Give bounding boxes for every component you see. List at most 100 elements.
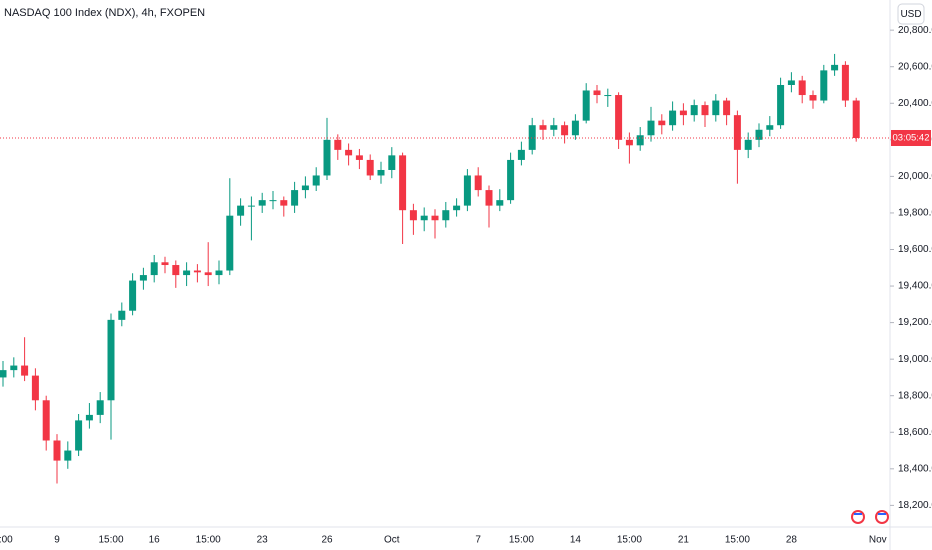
x-tick-label: 15:00: [98, 535, 123, 546]
candle-body: [107, 319, 115, 401]
candle-body: [831, 64, 839, 71]
candle-body: [150, 262, 158, 276]
y-tick-label: 20,400.0: [898, 98, 932, 109]
candle-body: [431, 215, 439, 221]
currency-label[interactable]: USD: [900, 9, 921, 20]
candle-body: [388, 155, 396, 170]
candle-body: [280, 200, 288, 206]
candle-body: [507, 159, 515, 201]
x-tick-label: 5:00: [0, 535, 13, 546]
countdown-label: 03:05:42: [893, 133, 930, 144]
candle-body: [0, 370, 7, 378]
x-tick-label: 26: [321, 535, 333, 546]
y-tick-label: 18,200.0: [898, 500, 932, 511]
candle-body: [496, 200, 504, 206]
candle-body: [658, 120, 666, 126]
x-tick-label: 7: [475, 535, 481, 546]
candle-body: [561, 125, 569, 136]
candle-body: [53, 440, 61, 461]
candle-body: [550, 125, 558, 130]
candle-body: [604, 95, 612, 97]
candle-body: [636, 135, 644, 146]
candle-body: [96, 400, 104, 415]
candle-body: [409, 210, 417, 221]
x-tick-label: 15:00: [196, 535, 221, 546]
candle-body: [755, 129, 763, 140]
candle-body: [301, 185, 309, 191]
x-tick-label: 16: [149, 535, 161, 546]
y-tick-label: 20,000.0: [898, 171, 932, 182]
x-tick-label: 28: [786, 535, 798, 546]
candle-body: [777, 84, 785, 126]
candle-body: [139, 275, 147, 281]
candle-body: [366, 159, 374, 176]
candle-body: [712, 100, 720, 116]
candle-body: [420, 215, 428, 221]
candle-body: [798, 80, 806, 96]
candle-body: [172, 265, 180, 276]
candle-body: [118, 310, 126, 320]
candle-body: [215, 270, 223, 276]
y-tick-label: 19,800.0: [898, 208, 932, 219]
y-tick-label: 20,800.0: [898, 25, 932, 36]
x-tick-label: 21: [678, 535, 690, 546]
candle-body: [625, 139, 633, 146]
candle-body: [647, 120, 655, 136]
candle-body: [258, 200, 266, 206]
x-tick-label: Nov: [869, 535, 887, 546]
candle-body: [64, 450, 72, 461]
x-tick-label: 15:00: [725, 535, 750, 546]
candle-body: [453, 205, 461, 211]
candle-body: [129, 280, 137, 311]
candle-body: [237, 205, 245, 216]
candle-body: [355, 155, 363, 160]
x-tick-label: 14: [570, 535, 582, 546]
candle-body: [852, 100, 860, 138]
candle-body: [571, 120, 579, 136]
event-icon[interactable]: [875, 510, 889, 524]
candle-body: [377, 169, 385, 176]
candle-body: [75, 420, 83, 451]
candle-body: [226, 215, 234, 271]
y-tick-label: 18,600.0: [898, 427, 932, 438]
candle-body: [582, 90, 590, 121]
candle-body: [517, 149, 525, 160]
candle-body: [161, 262, 169, 266]
candle-body: [723, 100, 731, 116]
candle-body: [701, 105, 709, 116]
candle-body: [485, 190, 493, 206]
candle-body: [809, 95, 817, 101]
candle-body: [528, 125, 536, 150]
candle-body: [193, 270, 201, 273]
candle-body: [399, 155, 407, 211]
candle-body: [42, 400, 50, 441]
y-tick-label: 18,400.0: [898, 463, 932, 474]
candle-body: [345, 149, 353, 156]
candle-body: [323, 139, 331, 176]
candle-body: [312, 175, 320, 186]
candle-body: [31, 375, 39, 401]
x-tick-label: 9: [54, 535, 60, 546]
y-tick-label: 19,200.0: [898, 317, 932, 328]
candle-body: [291, 190, 299, 206]
candle-body: [463, 175, 471, 206]
candle-body: [669, 110, 677, 126]
countdown-box: [891, 129, 931, 146]
candle-body: [615, 95, 623, 140]
x-tick-label: Oct: [384, 535, 400, 546]
candle-body: [204, 272, 212, 276]
candle-body: [593, 90, 601, 96]
candle-body: [247, 205, 255, 207]
x-tick-label: 23: [257, 535, 269, 546]
event-icon[interactable]: [851, 510, 865, 524]
candle-body: [334, 139, 342, 150]
candle-body: [744, 139, 752, 150]
y-tick-label: 18,800.0: [898, 390, 932, 401]
currency-button[interactable]: [897, 3, 925, 25]
candle-body: [841, 64, 849, 101]
chart-title: NASDAQ 100 Index (NDX), 4h, FXOPEN: [4, 7, 205, 19]
y-tick-label: 19,000.0: [898, 354, 932, 365]
candle-body: [733, 115, 741, 150]
candle-body: [10, 365, 18, 371]
